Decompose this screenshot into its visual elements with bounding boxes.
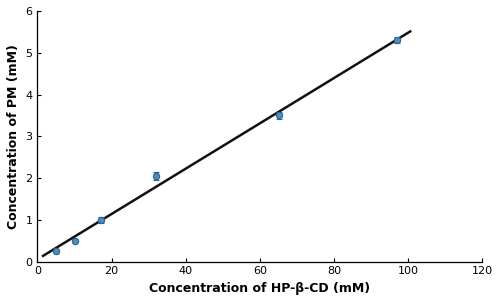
- Y-axis label: Concentration of PM (mM): Concentration of PM (mM): [7, 44, 20, 229]
- X-axis label: Concentration of HP-β-CD (mM): Concentration of HP-β-CD (mM): [150, 282, 370, 295]
